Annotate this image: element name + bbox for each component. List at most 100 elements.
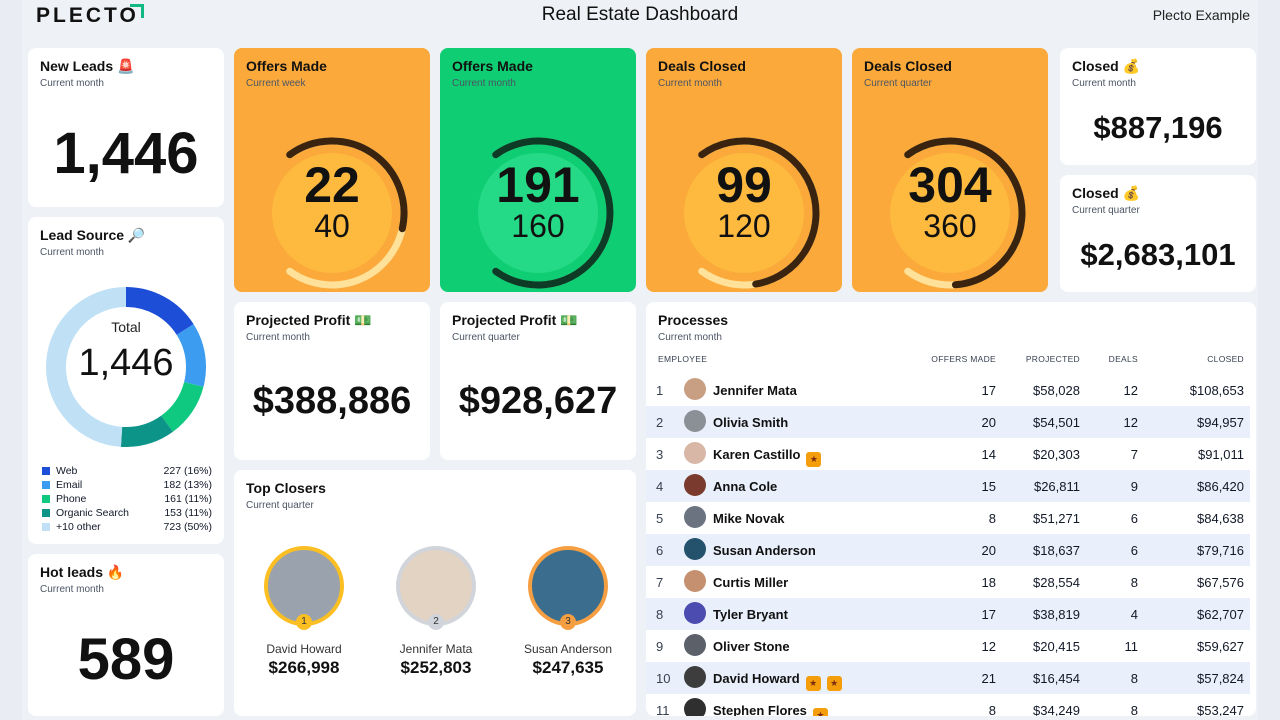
gauge-widget[interactable]: Offers Made Current week 22 40 xyxy=(234,48,430,292)
gauge-widget[interactable]: Offers Made Current month 191 160 xyxy=(440,48,636,292)
legend-item: +10 other 723 (50%) xyxy=(42,521,212,535)
closed-cell: $86,420 xyxy=(1197,479,1244,494)
row-rank: 11 xyxy=(656,703,670,716)
hot-leads-widget[interactable]: Hot leads 🔥 Current month 589 xyxy=(28,554,224,716)
widget-period: Current quarter xyxy=(864,78,932,89)
gauge-glow xyxy=(684,153,804,273)
projected-profit-quarter-value: $928,627 xyxy=(458,380,618,422)
employee-avatar xyxy=(684,474,706,496)
projected-cell: $34,249 xyxy=(1033,703,1080,716)
col-offers-made: OFFERS MADE xyxy=(931,354,996,364)
closed-cell: $67,576 xyxy=(1197,575,1244,590)
closer-card[interactable]: 2 Jennifer Mata $252,803 xyxy=(376,546,496,686)
closed-quarter-widget[interactable]: Closed 💰 Current quarter $2,683,101 xyxy=(1060,175,1256,292)
row-rank: 5 xyxy=(656,511,664,526)
closed-cell: $94,957 xyxy=(1197,415,1244,430)
gauge-fill xyxy=(492,137,614,289)
new-leads-widget[interactable]: New Leads 🚨 Current month 1,446 xyxy=(28,48,224,207)
employee-name: Tyler Bryant xyxy=(713,607,788,622)
closed-month-widget[interactable]: Closed 💰 Current month $887,196 xyxy=(1060,48,1256,165)
closed-quarter-value: $2,683,101 xyxy=(1080,237,1236,272)
offers-made-cell: 8 xyxy=(988,511,996,526)
closer-amount: $252,803 xyxy=(400,658,472,677)
offers-made-cell: 15 xyxy=(981,479,996,494)
top-closers-widget[interactable]: Top Closers Current quarter 1 David Howar… xyxy=(234,470,636,716)
projected-cell: $51,271 xyxy=(1033,511,1080,526)
projected-cell: $20,303 xyxy=(1033,447,1080,462)
closed-cell: $62,707 xyxy=(1197,607,1244,622)
logo-mark-icon xyxy=(130,4,144,18)
closed-month-value: $887,196 xyxy=(1093,110,1223,145)
employee-name-cell: Olivia Smith xyxy=(713,415,788,430)
gauge-widget[interactable]: Deals Closed Current month 99 120 xyxy=(646,48,842,292)
row-rank: 3 xyxy=(656,447,664,462)
gauge-fill xyxy=(698,137,820,288)
table-row[interactable]: 10 David Howard ★ ★ 21 $16,454 8 $57,824 xyxy=(646,662,1250,694)
offers-made-cell: 20 xyxy=(981,543,996,558)
table-row[interactable]: 5 Mike Novak 8 $51,271 6 $84,638 xyxy=(646,502,1250,534)
closed-cell: $79,716 xyxy=(1197,543,1244,558)
projected-profit-month-widget[interactable]: Projected Profit 💵 Current month $388,88… xyxy=(234,302,430,460)
donut-slice[interactable] xyxy=(46,287,206,447)
deals-cell: 6 xyxy=(1130,543,1138,558)
widget-title: New Leads 🚨 xyxy=(40,58,135,74)
table-row[interactable]: 1 Jennifer Mata 17 $58,028 12 $108,653 xyxy=(646,374,1250,406)
table-row[interactable]: 9 Oliver Stone 12 $20,415 11 $59,627 xyxy=(646,630,1250,662)
gauge-widget[interactable]: Deals Closed Current quarter 304 360 xyxy=(852,48,1048,292)
row-rank: 8 xyxy=(656,607,664,622)
employee-name: Mike Novak xyxy=(713,511,785,526)
gauge-glow xyxy=(272,153,392,273)
legend-item: Organic Search 153 (11%) xyxy=(42,507,212,521)
award-badge-icon: ★ xyxy=(805,676,821,691)
legend-item: Web 227 (16%) xyxy=(42,465,212,479)
table-row[interactable]: 6 Susan Anderson 20 $18,637 6 $79,716 xyxy=(646,534,1250,566)
processes-widget[interactable]: Processes Current month EMPLOYEE OFFERS … xyxy=(646,302,1256,716)
gauge-arc xyxy=(684,137,820,289)
projected-profit-quarter-widget[interactable]: Projected Profit 💵 Current quarter $928,… xyxy=(440,302,636,460)
gauge-target: 120 xyxy=(717,208,771,244)
closed-cell: $57,824 xyxy=(1197,671,1244,686)
award-badge-icon: ★ xyxy=(826,676,842,691)
projected-cell: $20,415 xyxy=(1033,639,1080,654)
employee-name: David Howard xyxy=(713,671,800,686)
widget-title: Deals Closed xyxy=(864,58,952,74)
col-closed: CLOSED xyxy=(1207,354,1244,364)
deals-cell: 7 xyxy=(1130,447,1138,462)
lead-source-widget[interactable]: Lead Source 🔎 Current month Total 1,446 … xyxy=(28,217,224,544)
closer-rank-badge: 2 xyxy=(428,614,444,630)
projected-cell: $16,454 xyxy=(1033,671,1080,686)
legend-label: Email xyxy=(56,479,83,491)
donut-slice[interactable] xyxy=(46,287,206,447)
row-rank: 1 xyxy=(656,383,664,398)
table-row[interactable]: 7 Curtis Miller 18 $28,554 8 $67,576 xyxy=(646,566,1250,598)
widget-title: Projected Profit 💵 xyxy=(246,312,372,328)
legend-label: Phone xyxy=(56,493,87,505)
widget-period: Current month xyxy=(40,78,104,89)
widget-period: Current month xyxy=(40,584,104,595)
legend-label: +10 other xyxy=(56,521,101,533)
award-badge-icon: ★ xyxy=(806,452,822,467)
gauge-value: 304 xyxy=(908,157,992,213)
deals-cell: 8 xyxy=(1130,575,1138,590)
closer-card[interactable]: 3 Susan Anderson $247,635 xyxy=(508,546,628,686)
deals-cell: 11 xyxy=(1124,639,1139,654)
offers-made-cell: 21 xyxy=(981,671,996,686)
widget-title: Processes xyxy=(658,312,729,328)
employee-avatar xyxy=(684,378,706,400)
projected-profit-month-value: $388,886 xyxy=(252,380,412,422)
gauge-value: 22 xyxy=(304,157,360,213)
row-rank: 4 xyxy=(656,479,664,494)
employee-name: Jennifer Mata xyxy=(713,383,797,398)
table-row[interactable]: 8 Tyler Bryant 17 $38,819 4 $62,707 xyxy=(646,598,1250,630)
legend-swatch xyxy=(42,509,50,517)
donut-slice[interactable] xyxy=(46,287,206,447)
table-row[interactable]: 3 Karen Castillo ★ 14 $20,303 7 $91,011 xyxy=(646,438,1250,470)
employee-name-cell: Jennifer Mata xyxy=(713,383,797,398)
employee-name: Karen Castillo xyxy=(713,447,801,462)
table-row[interactable]: 4 Anna Cole 15 $26,811 9 $86,420 xyxy=(646,470,1250,502)
table-row[interactable]: 2 Olivia Smith 20 $54,501 12 $94,957 xyxy=(646,406,1250,438)
employee-avatar xyxy=(684,602,706,624)
table-row[interactable]: 11 Stephen Flores ★ 8 $34,249 8 $53,247 xyxy=(646,694,1250,716)
closer-card[interactable]: 1 David Howard $266,998 xyxy=(244,546,364,686)
gauge-fill xyxy=(904,137,1026,289)
